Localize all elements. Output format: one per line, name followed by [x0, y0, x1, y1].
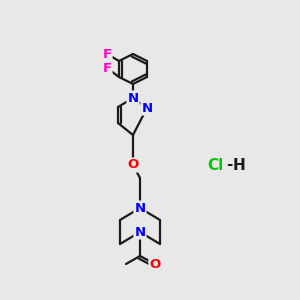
Text: N: N: [128, 92, 139, 104]
Text: N: N: [141, 101, 153, 115]
Text: H: H: [232, 158, 245, 172]
Text: F: F: [102, 47, 112, 61]
Text: N: N: [134, 202, 146, 214]
Text: O: O: [149, 257, 161, 271]
Text: F: F: [102, 61, 112, 74]
Text: -: -: [226, 158, 232, 172]
Text: O: O: [128, 158, 139, 172]
Text: Cl: Cl: [207, 158, 223, 172]
Text: N: N: [134, 226, 146, 238]
